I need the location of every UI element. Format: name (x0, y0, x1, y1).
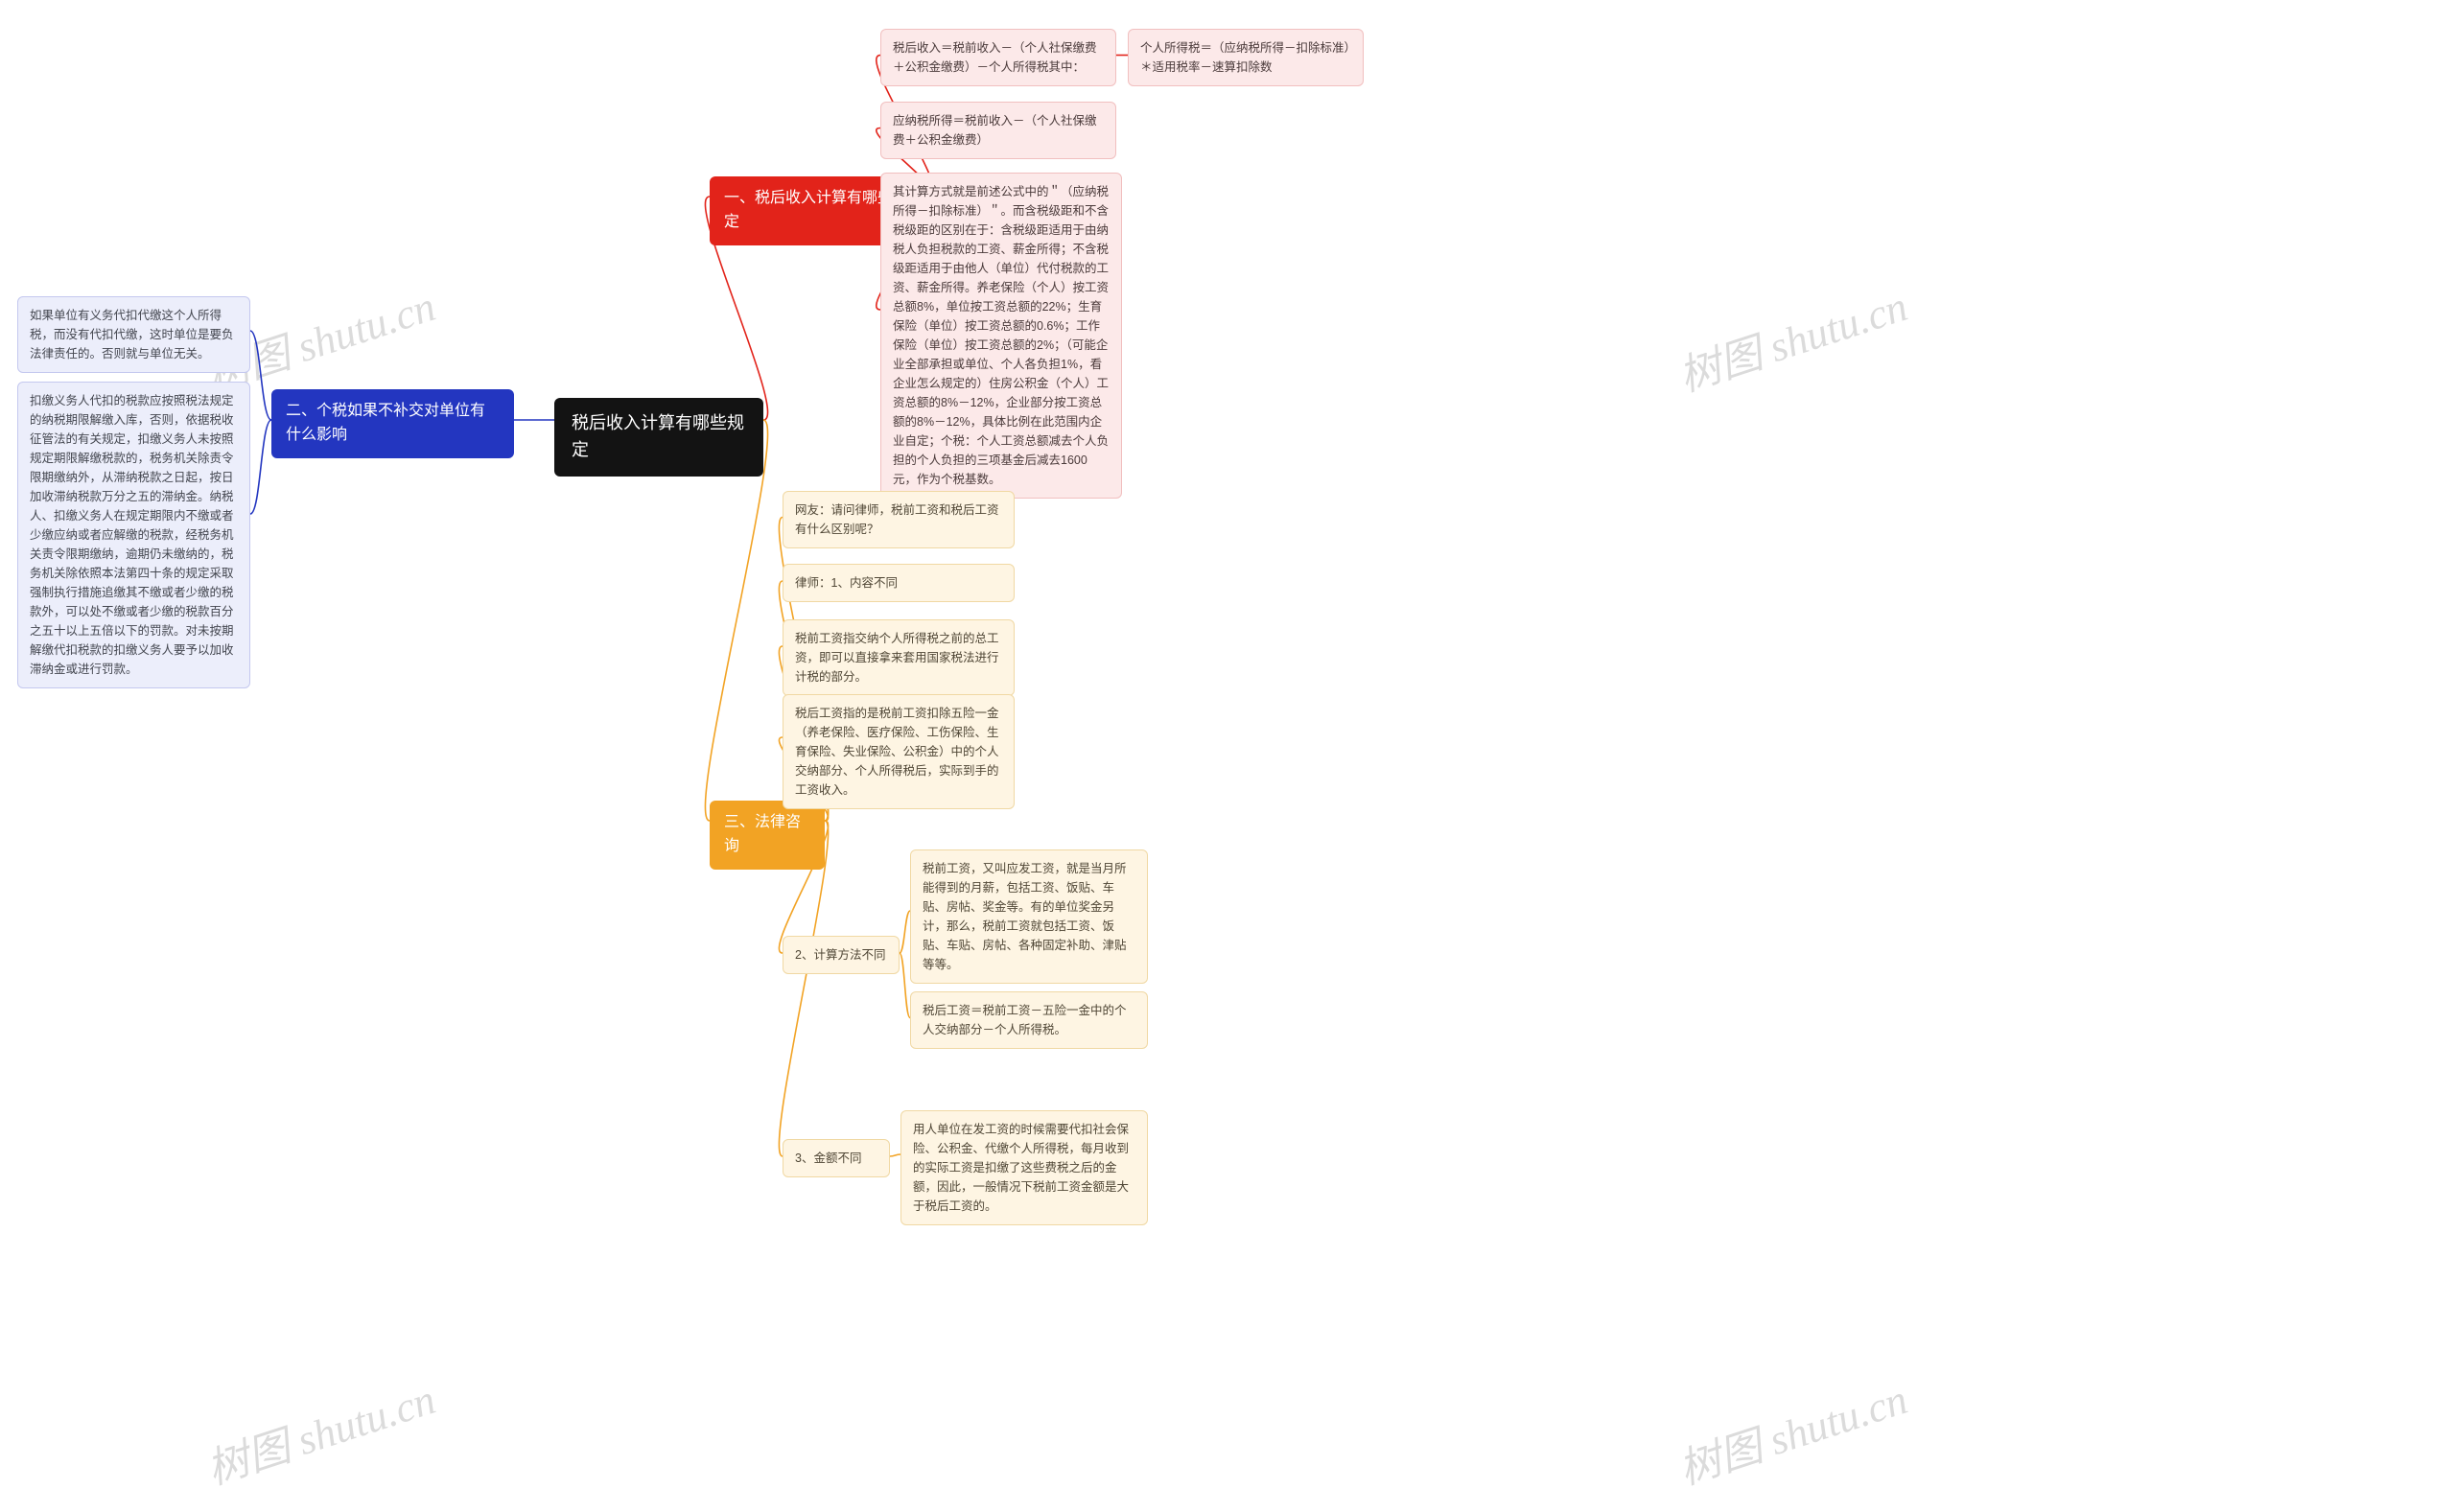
watermark: 树图 shutu.cn (1670, 271, 1914, 403)
leaf-text: 2、计算方法不同 (795, 948, 885, 962)
leaf-text: 网友：请问律师，税前工资和税后工资有什么区别呢？ (795, 503, 999, 536)
leaf-text: 如果单位有义务代扣代缴这个人所得税，而没有代扣代缴，这时单位是要负法律责任的。否… (30, 309, 234, 361)
branch-blue: 二、个税如果不补交对单位有什么影响 (271, 389, 514, 458)
root-node: 税后收入计算有哪些规定 (554, 398, 763, 477)
leaf-text: 用人单位在发工资的时候需要代扣社会保险、公积金、代缴个人所得税，每月收到的实际工… (913, 1123, 1129, 1213)
leaf-orange-3: 税前工资指交纳个人所得税之前的总工资，即可以直接拿来套用国家税法进行计税的部分。 (783, 619, 1015, 696)
root-label: 税后收入计算有哪些规定 (572, 413, 744, 459)
branch-label: 三、法律咨询 (724, 814, 801, 854)
leaf-red-2: 应纳税所得＝税前收入－（个人社保缴费＋公积金缴费） (880, 102, 1116, 159)
leaf-text: 3、金额不同 (795, 1151, 861, 1165)
leaf-red-1: 税后收入＝税前收入－（个人社保缴费＋公积金缴费）－个人所得税其中： (880, 29, 1116, 86)
watermark-text: 树图 shutu.cn (1673, 1376, 1913, 1494)
leaf-text: 其计算方式就是前述公式中的＂（应纳税所得－扣除标准）＂。而含税级距和不含税级距的… (893, 185, 1109, 486)
leaf-text: 税后工资＝税前工资－五险一金中的个人交纳部分－个人所得税。 (923, 1004, 1127, 1036)
leaf-red-3: 其计算方式就是前述公式中的＂（应纳税所得－扣除标准）＂。而含税级距和不含税级距的… (880, 173, 1122, 499)
watermark: 树图 shutu.cn (1670, 1364, 1914, 1496)
leaf-text: 税前工资指交纳个人所得税之前的总工资，即可以直接拿来套用国家税法进行计税的部分。 (795, 632, 999, 684)
watermark-text: 树图 shutu.cn (201, 1376, 441, 1494)
leaf-orange-4: 税后工资指的是税前工资扣除五险一金（养老保险、医疗保险、工伤保险、生育保险、失业… (783, 694, 1015, 809)
watermark-text: 树图 shutu.cn (1673, 283, 1913, 401)
leaf-orange-6a: 用人单位在发工资的时候需要代扣社会保险、公积金、代缴个人所得税，每月收到的实际工… (900, 1110, 1148, 1225)
leaf-orange-2: 律师：1、内容不同 (783, 564, 1015, 602)
leaf-blue-2: 扣缴义务人代扣的税款应按照税法规定的纳税期限解缴入库，否则，依据税收征管法的有关… (17, 382, 250, 688)
leaf-red-1a: 个人所得税＝（应纳税所得－扣除标准）＊适用税率－速算扣除数 (1128, 29, 1364, 86)
connector-layer (0, 0, 2455, 1512)
leaf-orange-5b: 税后工资＝税前工资－五险一金中的个人交纳部分－个人所得税。 (910, 991, 1148, 1049)
leaf-text: 税后工资指的是税前工资扣除五险一金（养老保险、医疗保险、工伤保险、生育保险、失业… (795, 707, 999, 797)
leaf-orange-5a: 税前工资，又叫应发工资，就是当月所能得到的月薪，包括工资、饭贴、车贴、房帖、奖金… (910, 849, 1148, 984)
watermark: 树图 shutu.cn (198, 1364, 442, 1496)
branch-label: 二、个税如果不补交对单位有什么影响 (286, 403, 485, 443)
leaf-orange-5: 2、计算方法不同 (783, 936, 900, 974)
leaf-orange-6: 3、金额不同 (783, 1139, 890, 1177)
leaf-text: 扣缴义务人代扣的税款应按照税法规定的纳税期限解缴入库，否则，依据税收征管法的有关… (30, 394, 234, 676)
leaf-text: 律师：1、内容不同 (795, 576, 898, 590)
leaf-text: 税前工资，又叫应发工资，就是当月所能得到的月薪，包括工资、饭贴、车贴、房帖、奖金… (923, 862, 1127, 971)
leaf-blue-1: 如果单位有义务代扣代缴这个人所得税，而没有代扣代缴，这时单位是要负法律责任的。否… (17, 296, 250, 373)
leaf-text: 个人所得税＝（应纳税所得－扣除标准）＊适用税率－速算扣除数 (1140, 41, 1350, 74)
branch-orange: 三、法律咨询 (710, 801, 825, 870)
leaf-text: 税后收入＝税前收入－（个人社保缴费＋公积金缴费）－个人所得税其中： (893, 41, 1097, 74)
leaf-text: 应纳税所得＝税前收入－（个人社保缴费＋公积金缴费） (893, 114, 1097, 147)
leaf-orange-1: 网友：请问律师，税前工资和税后工资有什么区别呢？ (783, 491, 1015, 548)
